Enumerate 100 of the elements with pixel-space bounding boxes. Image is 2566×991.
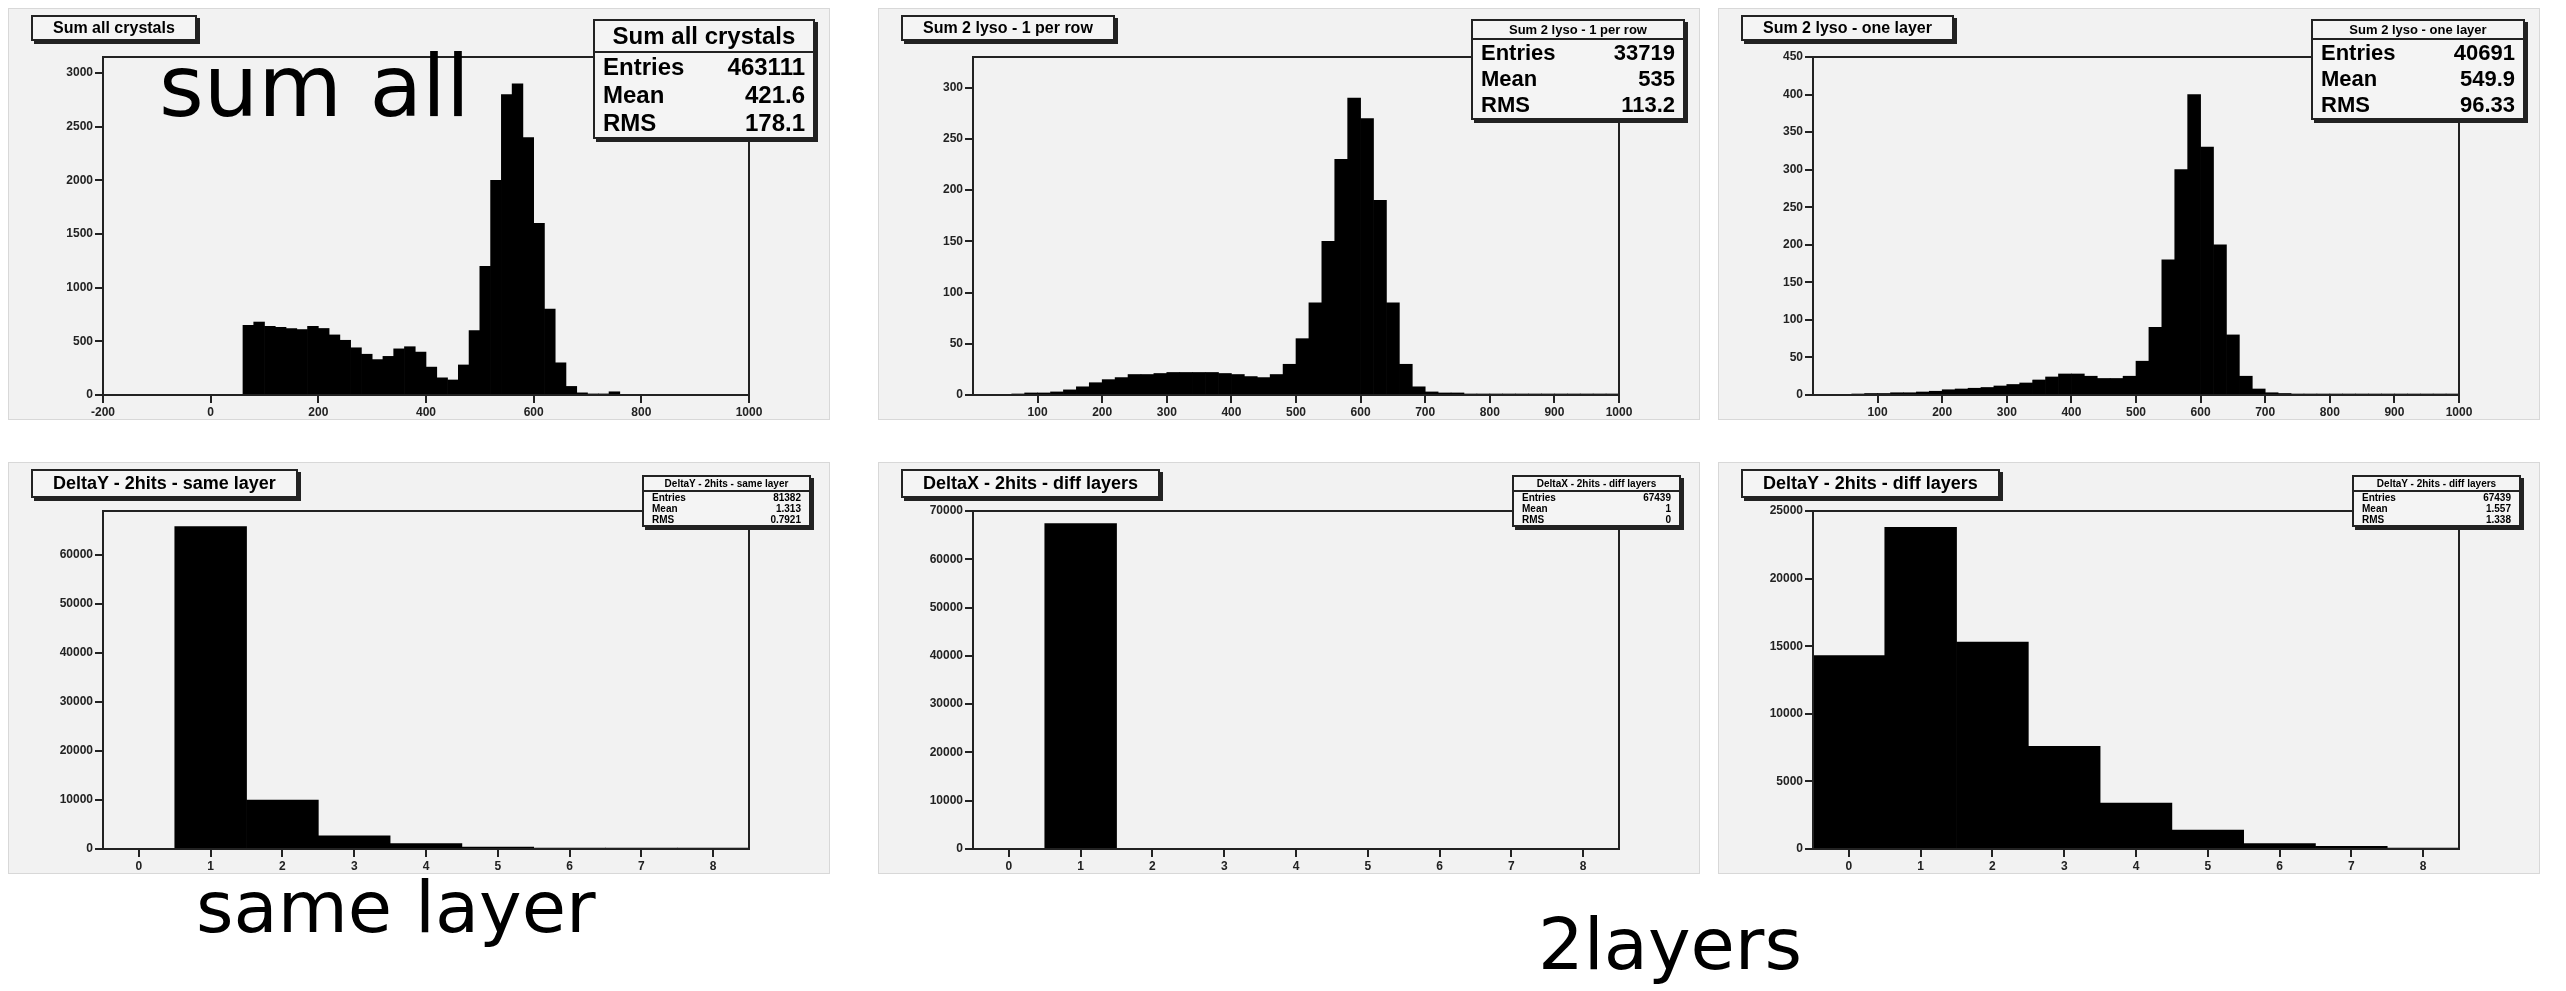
annotation: RMS: [2320, 92, 2371, 118]
x-tick-label: 3: [2060, 858, 2068, 873]
y-tick-label: 150: [1782, 274, 1804, 289]
x-tick-label: 0: [207, 404, 215, 419]
y-tick-label: 0: [956, 841, 964, 856]
y-tick-label: 0: [1796, 841, 1804, 856]
text: 1.313: [774, 503, 802, 514]
text: 535: [1637, 66, 1676, 92]
text: Entries: [1521, 492, 1557, 503]
annotation: 421.6: [743, 81, 806, 109]
x-tick-label: 1000: [2445, 404, 2473, 419]
annotation: RMS: [2361, 514, 2386, 525]
y-tick-label: 50000: [929, 599, 964, 614]
text: 81382: [772, 492, 802, 503]
y-tick-label: 1500: [66, 226, 94, 241]
x-tick-label: 1: [1917, 858, 1925, 873]
x-tick-label: 2: [279, 858, 287, 873]
x-tick-label: 0: [1005, 858, 1013, 873]
chart-title: Sum 2 lyso - one layer: [1741, 15, 1954, 41]
x-tick-label: 600: [523, 404, 544, 419]
chart-title: DeltaY - 2hits - diff layers: [1741, 469, 2000, 498]
x-tick-label: 700: [2255, 404, 2276, 419]
x-tick-label: 5: [2204, 858, 2212, 873]
y-tick-label: 500: [72, 333, 94, 348]
annotation: 463111: [726, 53, 806, 81]
x-tick-label: 7: [1507, 858, 1515, 873]
x-tick-label: 4: [2132, 858, 2140, 873]
x-tick-label: 2: [1149, 858, 1157, 873]
y-tick-label: 10000: [59, 792, 94, 807]
x-tick-label: 7: [637, 858, 645, 873]
text: 67439: [2482, 492, 2512, 503]
text: Sum 2 lyso - one layer: [2313, 21, 2523, 40]
text: 549.9: [2458, 66, 2516, 92]
x-tick-label: 900: [1544, 404, 1565, 419]
y-tick-label: 300: [1782, 161, 1804, 176]
y-tick-label: 50: [949, 336, 964, 351]
y-tick-label: 100: [942, 284, 964, 299]
y-tick-label: 250: [942, 131, 964, 146]
chart-title: DeltaY - 2hits - same layer: [31, 469, 298, 498]
x-tick-label: 2: [1989, 858, 1997, 873]
text: Sum 2 lyso - 1 per row: [1473, 21, 1683, 40]
y-tick-label: 20000: [59, 743, 94, 758]
x-tick-label: 1: [207, 858, 215, 873]
x-tick-label: 700: [1415, 404, 1436, 419]
y-tick-label: 0: [1796, 387, 1804, 402]
x-tick-label: 300: [1996, 404, 2018, 419]
x-tick-label: 400: [415, 404, 437, 419]
x-tick-label: 8: [709, 858, 717, 873]
y-tick-label: 50000: [59, 596, 94, 611]
x-tick-label: 8: [2419, 858, 2427, 873]
x-tick-label: 0: [1845, 858, 1853, 873]
x-tick-label: 500: [2125, 404, 2147, 419]
chart-title: Sum all crystals: [31, 15, 197, 41]
annotation: RMS: [1521, 514, 1546, 525]
x-tick-label: 200: [1092, 404, 1113, 419]
y-tick-label: 30000: [929, 696, 964, 711]
y-tick-label: 2000: [66, 172, 94, 187]
y-tick-label: 70000: [929, 503, 964, 518]
annotation: Entries: [602, 53, 686, 81]
x-tick-label: 3: [1220, 858, 1228, 873]
x-tick-label: 100: [1027, 404, 1048, 419]
y-tick-label: 10000: [929, 793, 964, 808]
x-tick-label: 6: [2276, 858, 2284, 873]
y-tick-label: 40000: [59, 645, 94, 660]
y-tick-label: 60000: [929, 551, 964, 566]
annotation: RMS: [651, 514, 676, 525]
x-tick-label: 6: [566, 858, 574, 873]
x-tick-label: 200: [1932, 404, 1953, 419]
y-tick-label: 2500: [66, 119, 94, 134]
annotation: Entries: [1480, 40, 1557, 66]
annotation: 178.1: [743, 109, 806, 137]
y-tick-label: 200: [942, 182, 964, 197]
annotation: Mean: [1521, 503, 1549, 514]
y-tick-label: 0: [86, 841, 94, 856]
x-tick-label: 500: [1285, 404, 1307, 419]
y-tick-label: 0: [86, 387, 94, 402]
annotation: Entries: [2320, 40, 2397, 66]
x-tick-label: 200: [308, 404, 329, 419]
text: 1.338: [2484, 514, 2512, 525]
annotation: Mean: [1480, 66, 1539, 92]
chart-title: Sum 2 lyso - 1 per row: [901, 15, 1115, 41]
x-tick-label: 600: [2190, 404, 2211, 419]
y-tick-label: 400: [1782, 86, 1804, 101]
x-tick-label: 8: [1579, 858, 1587, 873]
x-tick-label: 1000: [735, 404, 763, 419]
x-tick-label: 4: [422, 858, 430, 873]
text: Entries: [651, 492, 687, 503]
x-tick-label: 300: [1156, 404, 1178, 419]
x-tick-label: 900: [2384, 404, 2405, 419]
annotation: Mean: [2320, 66, 2379, 92]
y-tick-label: 30000: [59, 694, 94, 709]
annotation: 40691: [2452, 40, 2516, 66]
y-tick-label: 200: [1782, 237, 1804, 252]
text: 1: [1664, 503, 1672, 514]
x-tick-label: 400: [2061, 404, 2082, 419]
y-tick-label: 0: [956, 387, 964, 402]
annotation: Mean: [602, 81, 666, 109]
text: 2layers: [1538, 902, 1802, 986]
annotation: 33719: [1612, 40, 1676, 66]
annotation: Mean: [651, 503, 679, 514]
